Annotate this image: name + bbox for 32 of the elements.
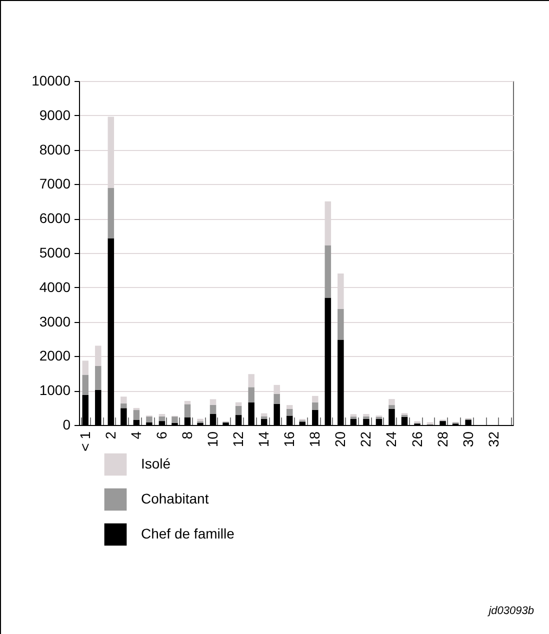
x-tick-label: 14: [256, 431, 272, 448]
y-tick-label: 4000: [39, 278, 71, 295]
x-tick-label: 30: [460, 431, 476, 448]
text: jd03093b: [488, 605, 534, 617]
y-tick-label: 7000: [39, 176, 71, 192]
x-tick-label: 12: [230, 431, 246, 448]
x-tick-label: 28: [434, 431, 450, 448]
x-tick-label: 2: [102, 431, 118, 440]
y-tick-label: 5000: [39, 244, 71, 260]
y-tick-label: 10000: [32, 72, 71, 88]
legend-label: Isolé: [141, 456, 171, 472]
x-tick-label: 16: [281, 431, 298, 448]
x-tick-label: 26: [408, 431, 425, 448]
y-tick-label: 1000: [39, 382, 71, 398]
x-tick-label: 24: [383, 431, 400, 448]
x-tick-label: 22: [358, 431, 374, 448]
y-tick-label: 9000: [39, 106, 71, 123]
y-tick-label: 6000: [39, 210, 71, 226]
legend-label: Cohabitant: [141, 490, 209, 506]
x-tick-label: 6: [153, 431, 170, 440]
x-tick-label: 32: [485, 431, 502, 448]
y-tick-label: 0: [62, 416, 71, 432]
x-tick-label: 4: [128, 431, 144, 440]
x-tick-label: 8: [179, 431, 195, 440]
y-tick-label: 3000: [39, 313, 71, 330]
x-tick-label: 18: [306, 431, 323, 448]
y-tick-label: 8000: [39, 141, 71, 158]
x-tick-label: 20: [332, 431, 348, 448]
x-tick-label: < 1: [76, 431, 93, 452]
y-tick-label: 2000: [39, 348, 71, 364]
legend-label: Chef de famille: [141, 526, 235, 542]
x-tick-label: 10: [204, 431, 221, 448]
